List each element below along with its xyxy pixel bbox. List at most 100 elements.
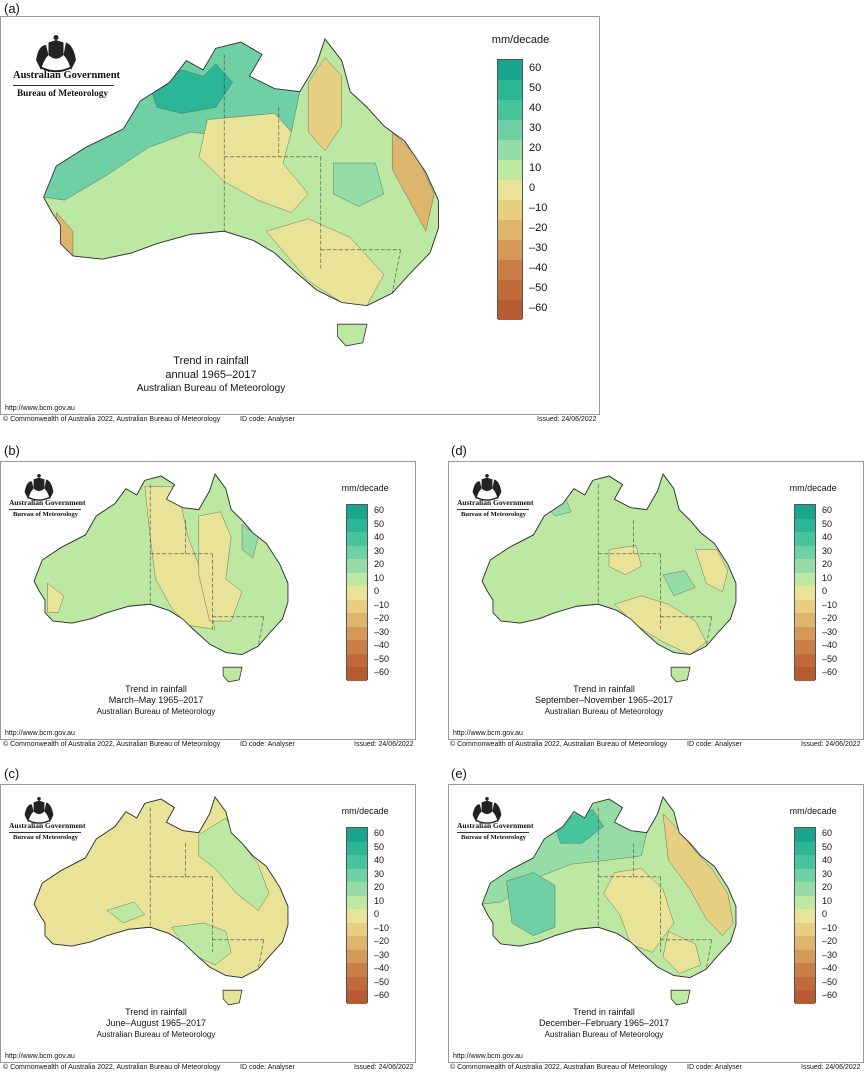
trend-region bbox=[662, 570, 696, 597]
trend-region bbox=[198, 511, 243, 622]
legend-swatch bbox=[347, 505, 367, 519]
legend-tick-label: 60 bbox=[822, 505, 833, 516]
source-url: http://www.bcm.gov.au bbox=[5, 405, 75, 412]
legend-tick-label: 40 bbox=[822, 855, 833, 866]
legend-swatch bbox=[795, 949, 815, 963]
legend-tick-label: 30 bbox=[822, 545, 833, 556]
trend-region bbox=[662, 931, 702, 974]
legend-tick-label: –30 bbox=[374, 626, 390, 637]
legend-swatch bbox=[347, 545, 367, 559]
logo-divider bbox=[13, 85, 114, 87]
caption-period: March–May 1965–2017 bbox=[108, 695, 204, 706]
legend-swatch bbox=[498, 160, 522, 180]
legend-color-bar bbox=[346, 504, 368, 681]
legend-tick-label: –40 bbox=[374, 963, 390, 974]
legend-unit: mm/decade bbox=[789, 483, 837, 494]
coat-of-arms-icon bbox=[24, 474, 54, 501]
map-canvas bbox=[24, 473, 289, 683]
caption-title: Trend in rainfall bbox=[125, 684, 187, 694]
legend-swatch bbox=[347, 640, 367, 654]
map-panel-december-february: Australian Government Bureau of Meteorolo… bbox=[448, 784, 864, 1063]
legend-swatch bbox=[795, 936, 815, 950]
legend-swatch bbox=[347, 882, 367, 896]
legend-swatch bbox=[347, 895, 367, 909]
legend-tick-label: –20 bbox=[822, 613, 838, 624]
footer-id-d: ID code: Analyser bbox=[687, 741, 742, 748]
legend-swatch bbox=[347, 936, 367, 950]
legend-swatch bbox=[795, 667, 815, 681]
legend-swatch bbox=[347, 922, 367, 936]
legend-tick-label: –50 bbox=[822, 976, 838, 987]
legend-tick-label: –50 bbox=[822, 653, 838, 664]
legend-swatch bbox=[795, 505, 815, 519]
legend-tick-label: –20 bbox=[529, 222, 548, 235]
legend-swatch bbox=[347, 626, 367, 640]
legend-tick-label: –60 bbox=[374, 667, 390, 678]
legend-tick-label: 20 bbox=[529, 142, 542, 155]
legend-tick-label: –40 bbox=[822, 640, 838, 651]
panel-letter-c: (c) bbox=[4, 766, 20, 781]
legend-tick-label: 50 bbox=[374, 518, 385, 529]
coat-of-arms-icon bbox=[472, 797, 502, 824]
legend-swatch bbox=[347, 599, 367, 613]
legend-swatch bbox=[795, 868, 815, 882]
legend-tick-label: –30 bbox=[822, 949, 838, 960]
trend-region bbox=[614, 595, 707, 655]
tasmania bbox=[222, 989, 243, 1006]
legend-tick-label: –10 bbox=[822, 922, 838, 933]
legend-swatch bbox=[498, 180, 522, 200]
legend-swatch bbox=[347, 828, 367, 842]
legend-unit: mm/decade bbox=[491, 33, 550, 46]
caption-period: June–August 1965–2017 bbox=[105, 1018, 207, 1029]
legend-tick-label: 40 bbox=[822, 532, 833, 543]
trend-region bbox=[198, 113, 309, 213]
footer-issued-d: Issued: 24/06/2022 bbox=[801, 741, 861, 748]
trend-region bbox=[106, 901, 146, 924]
legend-swatch bbox=[498, 120, 522, 140]
legend-tick-label: –40 bbox=[822, 963, 838, 974]
trend-region bbox=[662, 813, 734, 936]
trend-region bbox=[554, 809, 604, 844]
legend-tick-label: 50 bbox=[374, 841, 385, 852]
source-url: http://www.bcm.gov.au bbox=[5, 1053, 75, 1060]
legend-swatch bbox=[795, 990, 815, 1004]
legend-swatch bbox=[347, 532, 367, 546]
source-url: http://www.bcm.gov.au bbox=[453, 730, 523, 737]
legend-tick-label: –60 bbox=[529, 302, 548, 315]
legend-tick-label: –20 bbox=[822, 936, 838, 947]
legend-swatch bbox=[347, 868, 367, 882]
trend-region bbox=[695, 549, 729, 592]
legend-tick-label: 20 bbox=[822, 559, 833, 570]
map-panel-march-may: Australian Government Bureau of Meteorolo… bbox=[0, 461, 416, 740]
logo-divider bbox=[457, 831, 529, 833]
legend-tick-label: 10 bbox=[822, 895, 833, 906]
legend-tick-label: –50 bbox=[374, 653, 390, 664]
logo-divider bbox=[9, 508, 81, 510]
legend-tick-label: 0 bbox=[529, 182, 536, 195]
legend-tick-label: 0 bbox=[822, 586, 828, 597]
legend-swatch bbox=[795, 841, 815, 855]
panel-letter-d: (d) bbox=[451, 443, 467, 458]
map-panel-september-november: Australian Government Bureau of Meteorolo… bbox=[448, 461, 864, 740]
legend-tick-label: 60 bbox=[374, 828, 385, 839]
legend-swatch bbox=[795, 613, 815, 627]
legend-tick-label: 30 bbox=[822, 868, 833, 879]
legend-tick-label: 60 bbox=[529, 62, 542, 75]
legend-tick-label: 60 bbox=[822, 828, 833, 839]
trend-region bbox=[144, 486, 216, 630]
legend-color-bar bbox=[497, 59, 523, 320]
logo-bureau-text: Bureau of Meteorology bbox=[461, 510, 526, 518]
caption-source: Australian Bureau of Meteorology bbox=[96, 706, 216, 716]
legend-swatch bbox=[795, 518, 815, 532]
footer-id-a: ID code: Analyser bbox=[240, 416, 295, 423]
legend-swatch bbox=[795, 640, 815, 654]
legend-swatch bbox=[795, 828, 815, 842]
legend-swatch bbox=[498, 100, 522, 120]
legend-tick-label: –10 bbox=[822, 599, 838, 610]
legend-swatch bbox=[347, 572, 367, 586]
legend-color-bar bbox=[346, 827, 368, 1004]
legend-tick-label: –60 bbox=[822, 667, 838, 678]
legend-tick-label: 30 bbox=[529, 122, 542, 135]
legend-unit: mm/decade bbox=[789, 806, 837, 817]
logo-bureau-text: Bureau of Meteorology bbox=[13, 510, 78, 518]
